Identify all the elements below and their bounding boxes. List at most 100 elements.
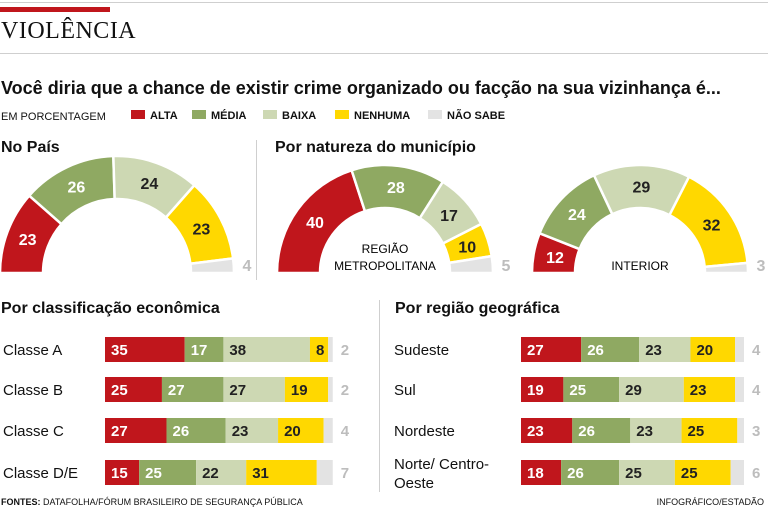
bar-regiao-sul-label-media: 25 <box>569 382 586 399</box>
bar-regiao-nordeste-baixa <box>630 418 682 443</box>
gauge-brasil-segment-nao_sabe <box>189 256 236 275</box>
unit-label: EM PORCENTAGEM <box>1 111 106 123</box>
bar-economica-classe-c-label-alta: 27 <box>111 423 128 440</box>
bar-economica-classe-b-label-baixa: 27 <box>229 382 246 399</box>
bar-regiao-sul-nenhuma <box>683 377 736 402</box>
section-title: VIOLÊNCIA <box>1 18 137 44</box>
legend-item-baixa: BAIXA <box>263 110 316 122</box>
heading-no-pais: No País <box>1 139 60 156</box>
gauge-metropolitana-label-media: 28 <box>387 180 405 197</box>
legend-swatch-nenhuma <box>335 110 349 119</box>
gauge-interior-label-baixa: 29 <box>632 180 650 197</box>
bar-economica-classe-d-e-media <box>139 460 197 485</box>
legend-item-nenhuma: NENHUMA <box>335 110 410 122</box>
bar-economica-classe-c-media <box>166 418 226 443</box>
gauge-brasil-label-nenhuma: 23 <box>193 221 211 238</box>
bar-economica-classe-d-e-label-baixa: 22 <box>202 465 219 482</box>
heading-economica: Por classificação econômica <box>1 300 220 317</box>
bar-economica-classe-c-label-nenhuma: 20 <box>284 423 301 440</box>
bar-regiao-norte-centro-oeste-label-baixa: 25 <box>625 465 642 482</box>
bar-economica-classe-b-label-alta: 25 <box>111 382 128 399</box>
gauge-brasil-label-media: 26 <box>67 180 85 197</box>
bar-economica-classe-c-label-baixa: 23 <box>232 423 249 440</box>
row-label-classe-b: Classe B <box>3 382 64 399</box>
bar-economica-classe-a-alta <box>105 337 185 362</box>
bar-economica-classe-d-e-baixa <box>196 460 247 485</box>
row-label-classe-a: Classe A <box>3 342 63 359</box>
chart-question: Você diria que a chance de existir crime… <box>1 78 721 98</box>
bar-economica-classe-a-label-media: 17 <box>191 342 208 359</box>
bar-economica-classe-a-label-nenhuma: 8 <box>316 342 324 359</box>
bar-economica-classe-b-label-media: 27 <box>168 382 185 399</box>
bar-economica-classe-d-e-label-nao_sabe: 7 <box>341 465 349 482</box>
bar-economica-classe-b-nenhuma <box>284 377 329 402</box>
bar-regiao-sudeste-baixa <box>639 337 691 362</box>
row-label-classe-c: Classe C <box>3 423 64 440</box>
sources-note: FONTES: DATAFOLHA/FÓRUM BRASILEIRO DE SE… <box>1 497 303 507</box>
bar-regiao-norte-centro-oeste-nao_sabe <box>730 460 744 485</box>
bar-economica-classe-a-media <box>184 337 224 362</box>
bar-economica-classe-d-e-alta <box>105 460 140 485</box>
bar-regiao-sudeste-alta <box>521 337 582 362</box>
bar-regiao-norte-centro-oeste-nenhuma <box>674 460 731 485</box>
row-label-norte-centro-oeste: Norte/ Centro-Oeste <box>394 456 490 492</box>
bar-economica-classe-b-nao_sabe <box>328 377 333 402</box>
bar-regiao-norte-centro-oeste-label-alta: 18 <box>527 465 544 482</box>
heading-regiao: Por região geográfica <box>395 300 560 317</box>
legend-label-alta: ALTA <box>150 110 178 122</box>
bar-regiao-norte-centro-oeste-label-nenhuma: 25 <box>681 465 698 482</box>
bar-regiao-sudeste-media <box>581 337 640 362</box>
bar-regiao-sul-media <box>563 377 620 402</box>
gauge-brasil-label-baixa: 24 <box>140 176 158 193</box>
bar-economica-classe-b-label-nenhuma: 19 <box>291 382 308 399</box>
gauge-interior-label-nenhuma: 32 <box>703 217 721 234</box>
bar-regiao-nordeste-alta <box>521 418 573 443</box>
bar-economica-classe-a-nao_sabe <box>328 337 333 362</box>
bar-regiao-sul-nao_sabe <box>735 377 744 402</box>
bar-regiao-norte-centro-oeste-label-nao_sabe: 6 <box>752 465 760 482</box>
bar-regiao-nordeste-label-nao_sabe: 3 <box>752 423 760 440</box>
top-rule <box>0 2 768 3</box>
legend-swatch-alta <box>131 110 145 119</box>
bar-economica-classe-c-label-media: 26 <box>172 423 189 440</box>
bar-regiao-nordeste-label-alta: 23 <box>527 423 544 440</box>
bar-economica-classe-b-alta <box>105 377 162 402</box>
gauge-interior-label-nao_sabe: 3 <box>757 258 766 275</box>
gauge-brasil-label-nao_sabe: 4 <box>243 258 252 275</box>
bar-regiao-norte-centro-oeste-label-media: 26 <box>567 465 584 482</box>
bar-regiao-norte-centro-oeste-baixa <box>619 460 675 485</box>
gauge-metropolitana-segment-nao_sabe <box>447 254 495 275</box>
legend-label-media: MÉDIA <box>211 110 247 122</box>
bar-economica-classe-d-e-nao_sabe <box>316 460 333 485</box>
bar-regiao-sudeste-label-nenhuma: 20 <box>696 342 713 359</box>
bar-economica-classe-a-label-alta: 35 <box>111 342 128 359</box>
heading-natureza: Por natureza do município <box>275 139 476 156</box>
bar-regiao-nordeste-label-nenhuma: 25 <box>688 423 705 440</box>
bar-economica-classe-b-baixa <box>223 377 285 402</box>
bar-economica-classe-b-label-nao_sabe: 2 <box>341 382 349 399</box>
column-divider-bottom <box>379 300 380 492</box>
bar-economica-classe-b-media <box>161 377 224 402</box>
bar-economica-classe-c-nao_sabe <box>323 418 333 443</box>
legend-swatch-nao-sabe <box>428 110 442 119</box>
sources-text: DATAFOLHA/FÓRUM BRASILEIRO DE SEGURANÇA … <box>40 497 303 507</box>
bar-regiao-nordeste-label-baixa: 23 <box>636 423 653 440</box>
bar-economica-classe-a-baixa <box>223 337 310 362</box>
bar-regiao-sul-label-baixa: 29 <box>625 382 642 399</box>
bar-regiao-sul-label-nenhuma: 23 <box>690 382 707 399</box>
gauge-metropolitana-label-nenhuma: 10 <box>458 239 476 256</box>
bar-regiao-sul-label-alta: 19 <box>527 382 544 399</box>
gauge-metropolitana-label-baixa: 17 <box>440 208 458 225</box>
gauge-interior-segment-nao_sabe <box>703 261 750 275</box>
gauge-brasil-label-alta: 23 <box>19 232 37 249</box>
legend-label-nao-sabe: NÃO SABE <box>447 110 506 122</box>
row-label-classe-de: Classe D/E <box>3 465 79 482</box>
bar-economica-classe-c-baixa <box>225 418 279 443</box>
bar-regiao-norte-centro-oeste-alta <box>521 460 562 485</box>
bar-regiao-sudeste-nenhuma <box>690 337 736 362</box>
gauge-metropolitana-label-alta: 40 <box>306 215 324 232</box>
legend-label-baixa: BAIXA <box>282 110 317 122</box>
row-label-sudeste: Sudeste <box>394 342 450 359</box>
bar-economica-classe-c-nenhuma <box>278 418 324 443</box>
